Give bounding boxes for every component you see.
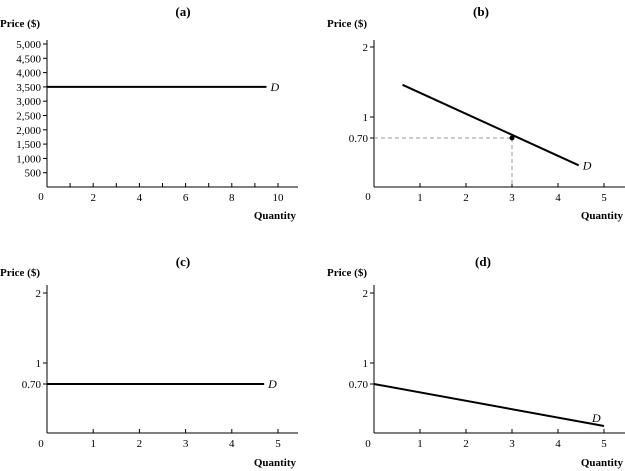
x-tick-label-b: 3: [509, 192, 515, 204]
y-tick-label-a: 3,500: [16, 82, 41, 94]
x-tick-label-b: 1: [417, 192, 423, 204]
y-axis-label-d: Price ($): [327, 267, 367, 279]
y-tick-label-a: 5,000: [16, 39, 41, 51]
demand-label-a: D: [269, 80, 279, 94]
y-tick-label-a: 1,000: [16, 153, 41, 165]
y-axis-label-b: Price ($): [327, 18, 367, 30]
y-axis-label-a: Price ($): [0, 18, 40, 30]
x-tick-label-a: 8: [229, 192, 235, 204]
x-tick-label-d: 3: [509, 438, 515, 450]
x-tick-label-a: 2: [90, 192, 96, 204]
x-tick-label-d: 2: [463, 438, 469, 450]
origin-label-c: 0: [38, 438, 44, 450]
origin-label-b: 0: [365, 191, 371, 203]
y-tick-label-a: 4,500: [16, 53, 41, 65]
panel-title-b: (b): [473, 4, 489, 19]
y-tick-label-a: 4,000: [16, 68, 41, 80]
x-axis-label-c: Quantity: [254, 457, 297, 469]
y-tick-label-c: 1: [36, 358, 42, 370]
demand-line-d: [373, 383, 605, 427]
x-axis-label-d: Quantity: [581, 457, 624, 469]
x-tick-label-a: 6: [183, 192, 189, 204]
y-tick-label-a: 2,000: [16, 125, 41, 137]
x-tick-label-c: 2: [137, 438, 143, 450]
y-tick-label-b: 0.70: [349, 133, 369, 145]
demand-label-c: D: [267, 377, 277, 391]
panel-title-a: (a): [175, 4, 190, 19]
demand-label-d: D: [591, 411, 601, 425]
y-tick-label-b: 1: [363, 112, 369, 124]
panel-title-d: (d): [475, 254, 491, 269]
x-tick-label-d: 4: [555, 438, 561, 450]
y-tick-label-a: 500: [25, 168, 42, 180]
y-tick-label-d: 1: [363, 358, 369, 370]
y-tick-label-c: 2: [36, 288, 42, 300]
x-tick-label-a: 10: [273, 192, 285, 204]
y-tick-label-d: 0.70: [349, 379, 369, 391]
x-tick-label-b: 2: [463, 192, 469, 204]
y-tick-label-a: 1,500: [16, 139, 41, 151]
origin-label-d: 0: [365, 438, 371, 450]
y-tick-label-b: 2: [363, 42, 369, 54]
x-axis-label-a: Quantity: [254, 210, 297, 222]
y-axis-label-c: Price ($): [0, 267, 40, 279]
panel-title-c: (c): [176, 254, 190, 269]
demand-label-b: D: [582, 158, 592, 172]
x-tick-label-c: 3: [183, 438, 189, 450]
x-tick-label-d: 1: [417, 438, 423, 450]
x-tick-label-c: 1: [90, 438, 96, 450]
equilibrium-point-b: [509, 135, 515, 141]
x-tick-label-b: 5: [601, 192, 607, 204]
x-axis-label-b: Quantity: [581, 210, 624, 222]
x-tick-label-b: 4: [555, 192, 561, 204]
x-tick-label-c: 5: [275, 438, 281, 450]
y-tick-label-d: 2: [363, 288, 369, 300]
y-tick-label-a: 3,000: [16, 96, 41, 108]
y-tick-label-a: 2,500: [16, 111, 41, 123]
origin-label-a: 0: [38, 191, 44, 203]
y-tick-label-c: 0.70: [22, 379, 42, 391]
x-tick-label-a: 4: [137, 192, 143, 204]
x-tick-label-c: 4: [229, 438, 235, 450]
chart-marks: 2 4 6 8 105001,0001,5002,0002,5003,0003,5004…: [16, 39, 625, 450]
x-tick-label-d: 5: [601, 438, 607, 450]
demand-line-b: [402, 83, 580, 167]
